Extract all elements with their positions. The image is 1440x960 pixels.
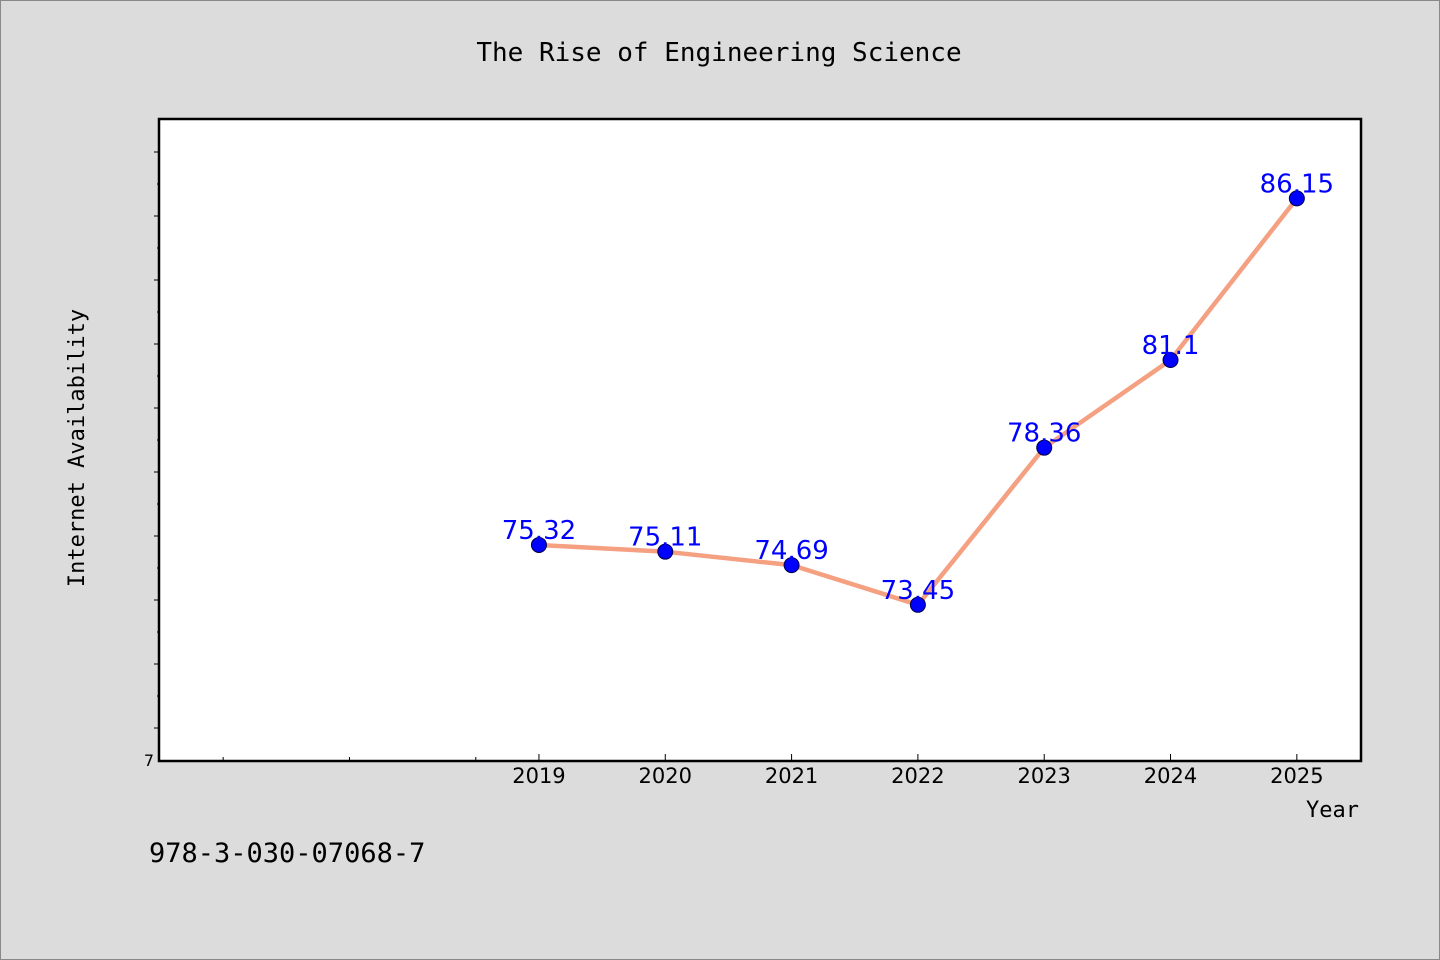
- chart-title: The Rise of Engineering Science: [476, 38, 961, 68]
- y-axis-ticks: 7: [144, 151, 160, 770]
- data-point: [1288, 190, 1305, 207]
- data-label: 74.69: [754, 536, 828, 566]
- x-tick-label: 2024: [1144, 764, 1197, 788]
- data-point: [1036, 439, 1053, 456]
- x-tick-label: 2022: [891, 764, 944, 788]
- y-axis-label: Internet Availability: [65, 309, 90, 587]
- x-tick-label: 2025: [1270, 764, 1323, 788]
- data-point: [909, 596, 926, 613]
- isbn-text: 978-3-030-07068-7: [149, 838, 425, 869]
- data-label: 81.1: [1142, 331, 1200, 361]
- series-layer: 75.32 75.11 74.69 73.45 78.36 81.1 86.15: [502, 169, 1334, 613]
- data-label: 86.15: [1260, 169, 1334, 199]
- data-point: [783, 557, 800, 574]
- data-label: 75.32: [502, 516, 576, 546]
- x-tick-label: 2023: [1017, 764, 1070, 788]
- data-label: 78.36: [1007, 419, 1081, 449]
- data-label: 75.11: [628, 523, 702, 553]
- data-point: [657, 543, 674, 560]
- data-point: [1162, 352, 1179, 368]
- x-tick-label: 2019: [512, 764, 565, 788]
- data-point: [530, 536, 547, 553]
- data-label: 73.45: [881, 576, 955, 606]
- x-tick-label: 2020: [639, 764, 692, 788]
- y-tick-label: 7: [144, 751, 154, 770]
- x-axis-ticks: 2019 2020 2021 2022 2023 2024 2025: [222, 754, 1324, 788]
- x-tick-label: 2021: [765, 764, 818, 788]
- x-axis-label: Year: [1306, 798, 1359, 823]
- plot-area: [157, 117, 1363, 763]
